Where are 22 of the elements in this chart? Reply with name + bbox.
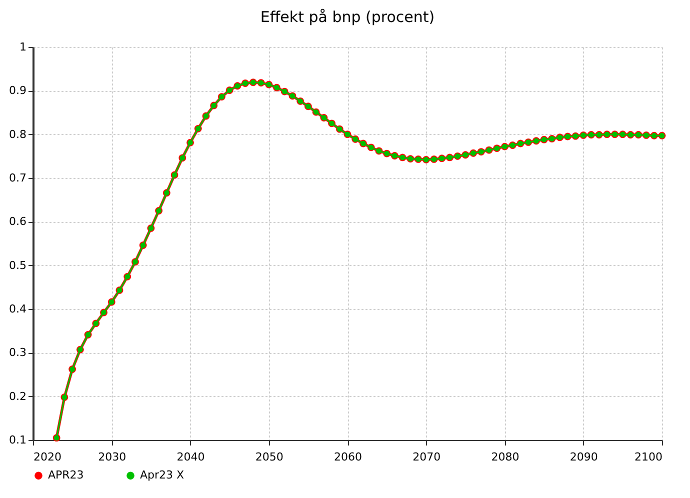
y-tick-label: 0.2 (9, 390, 26, 403)
x-tick-label: 2090 (570, 450, 598, 464)
y-tick-label: 0.7 (9, 172, 26, 184)
x-tick-label: 2050 (255, 450, 284, 464)
y-tick-label: 0.5 (9, 258, 26, 272)
x-tick-label: 2020 (34, 450, 62, 464)
x-tick-label: 2060 (334, 450, 362, 464)
y-tick-label: 0.4 (9, 302, 26, 316)
y-tick-label: 0.1 (9, 434, 26, 446)
y-tick-label: 0.6 (9, 215, 26, 228)
y-tick-label: 0.8 (9, 128, 26, 141)
y-tick-label: 0.9 (9, 84, 26, 98)
chart-title: Effekt på bnp (procent) (260, 8, 435, 26)
y-tick-label: 1 (20, 40, 26, 54)
legend-label: APR23 (48, 468, 84, 482)
x-tick-label: 2040 (176, 450, 205, 464)
x-tick-label: 2070 (412, 450, 441, 464)
x-tick-label: 2100 (634, 450, 662, 464)
x-tick-label: 2030 (98, 450, 126, 464)
y-tick-label: 0.3 (9, 346, 26, 360)
x-tick-label: 2080 (491, 450, 520, 464)
legend-label: Apr23 X (140, 468, 185, 482)
